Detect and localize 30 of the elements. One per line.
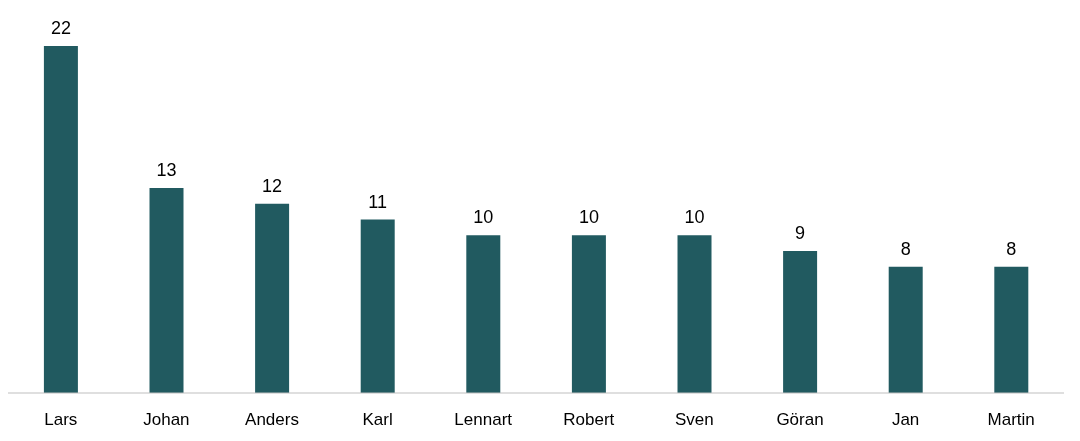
x-tick-label: Martin: [987, 410, 1035, 430]
data-label: 12: [262, 175, 283, 196]
x-tick-label: Johan: [143, 410, 190, 430]
bar: [783, 251, 818, 393]
x-tick-label: Göran: [776, 410, 824, 430]
data-label: 10: [578, 207, 599, 228]
bar: [149, 187, 184, 393]
data-label: 10: [473, 207, 494, 228]
data-label: 22: [50, 18, 71, 38]
bar: [360, 219, 395, 393]
bar: [888, 266, 923, 393]
bar: [571, 235, 606, 393]
x-tick-label: Lennart: [454, 410, 513, 430]
data-label: 13: [156, 159, 177, 180]
data-label: 10: [684, 207, 705, 228]
x-tick-label: Lars: [44, 410, 78, 430]
data-label: 8: [900, 238, 911, 259]
data-label: 8: [1006, 238, 1017, 259]
bar: [677, 235, 712, 393]
bar: [43, 46, 78, 393]
x-tick-label: Sven: [675, 410, 714, 430]
x-tick-label: Robert: [563, 410, 615, 430]
x-tick-label: Jan: [891, 410, 920, 430]
x-tick-label: Anders: [245, 410, 299, 430]
bar: [994, 266, 1029, 393]
bar: [466, 235, 501, 393]
data-label: 9: [795, 223, 806, 244]
bar: [255, 203, 290, 393]
data-label: 11: [368, 191, 388, 212]
x-tick-label: Karl: [362, 410, 393, 430]
